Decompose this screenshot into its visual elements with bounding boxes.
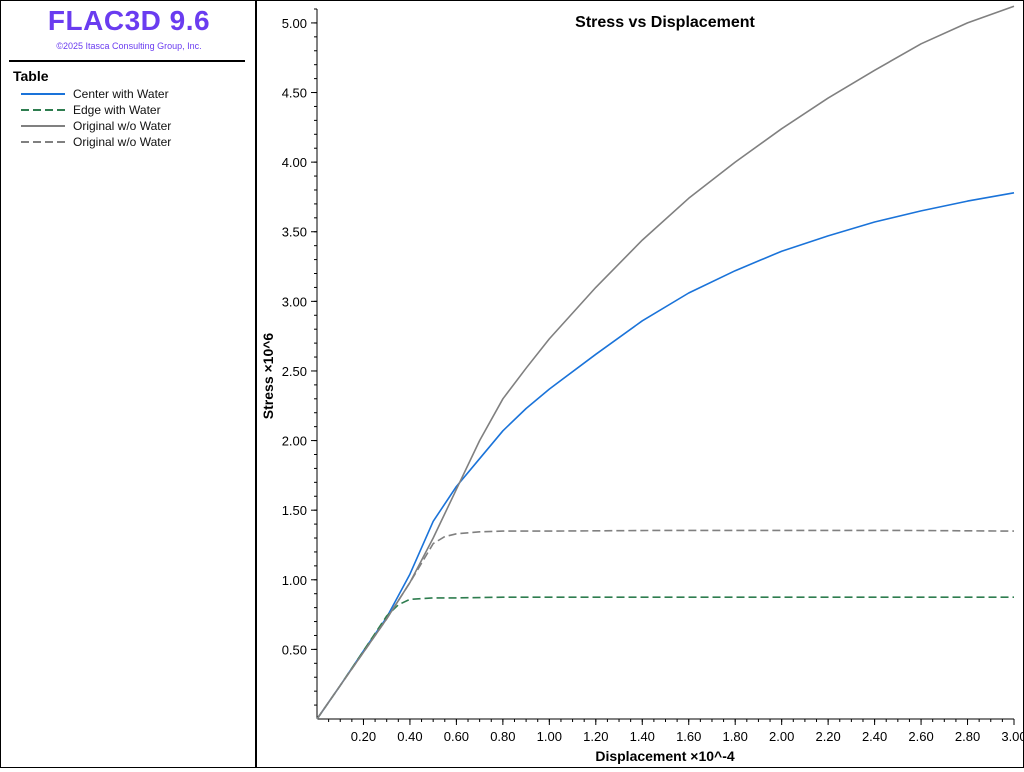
x-tick-label: 0.40 xyxy=(397,729,422,744)
legend-item-original-dashed[interactable]: Original w/o Water xyxy=(21,134,171,150)
legend-label: Center with Water xyxy=(73,87,169,101)
y-tick-label: 4.50 xyxy=(282,86,307,101)
y-tick-label: 1.00 xyxy=(282,573,307,588)
copyright-text: ©2025 Itasca Consulting Group, Inc. xyxy=(56,41,202,51)
legend-label: Original w/o Water xyxy=(73,119,172,133)
x-tick-label: 0.80 xyxy=(490,729,515,744)
legend-swatch-solid-blue xyxy=(21,93,65,95)
legend-swatch-solid-gray xyxy=(21,125,65,127)
x-tick-label: 2.80 xyxy=(955,729,980,744)
x-tick-label: 0.20 xyxy=(351,729,376,744)
legend-heading: Table xyxy=(13,68,49,84)
legend-label: Edge with Water xyxy=(73,103,161,117)
divider xyxy=(9,60,245,62)
y-tick-label: 0.50 xyxy=(282,642,307,657)
legend-label: Original w/o Water xyxy=(73,135,172,149)
y-tick-label: 4.00 xyxy=(282,155,307,170)
x-tick-label: 2.20 xyxy=(815,729,840,744)
legend-swatch-dashed-green xyxy=(21,109,65,111)
x-tick-label: 1.80 xyxy=(723,729,748,744)
x-tick-label: 1.20 xyxy=(583,729,608,744)
x-tick-label: 2.40 xyxy=(862,729,887,744)
x-tick-label: 2.00 xyxy=(769,729,794,744)
legend-list: Center with Water Edge with Water Origin… xyxy=(21,86,171,150)
x-tick-label: 2.60 xyxy=(908,729,933,744)
x-tick-label: 0.60 xyxy=(444,729,469,744)
series-lines xyxy=(316,5,1015,720)
legend-item-center-with-water[interactable]: Center with Water xyxy=(21,86,171,102)
axes: 0.20 0.40 0.60 0.80 1.00 1.20 1.40 1.60 1.80 2.00… xyxy=(282,8,1024,744)
x-tick-label: 1.60 xyxy=(676,729,701,744)
y-tick-label: 2.50 xyxy=(282,364,307,379)
y-tick-label: 2.00 xyxy=(282,434,307,449)
app-title: FLAC3D 9.6 xyxy=(47,5,211,36)
series-line-3 xyxy=(316,5,1015,720)
x-tick-label: 3.00 xyxy=(1001,729,1023,744)
y-tick-label: 5.00 xyxy=(282,16,307,31)
legend-item-original-solid[interactable]: Original w/o Water xyxy=(21,118,171,134)
chart-title: Stress vs Displacement xyxy=(575,14,755,31)
y-tick-label: 3.00 xyxy=(282,294,307,309)
legend-panel: FLAC3D 9.6 ©2025 Itasca Consulting Group… xyxy=(1,1,257,767)
y-axis-label: Stress ×10^6 xyxy=(260,333,276,420)
plot-area: Stress vs Displacement 0.20 0.40 0.60 0.80 1… xyxy=(258,1,1024,767)
series-line-2 xyxy=(316,596,1014,720)
x-axis-label: Displacement ×10^-4 xyxy=(595,748,735,764)
legend-item-edge-with-water[interactable]: Edge with Water xyxy=(21,102,171,118)
stress-displacement-chart: Stress vs Displacement 0.20 0.40 0.60 0.80 1… xyxy=(260,5,1024,764)
series-line-1 xyxy=(316,192,1015,720)
y-tick-label: 3.50 xyxy=(282,225,307,240)
x-tick-label: 1.40 xyxy=(630,729,655,744)
y-tick-label: 1.50 xyxy=(282,503,307,518)
legend-swatch-dashed-gray xyxy=(21,141,65,143)
series-line-4 xyxy=(316,529,1015,720)
x-tick-label: 1.00 xyxy=(537,729,562,744)
